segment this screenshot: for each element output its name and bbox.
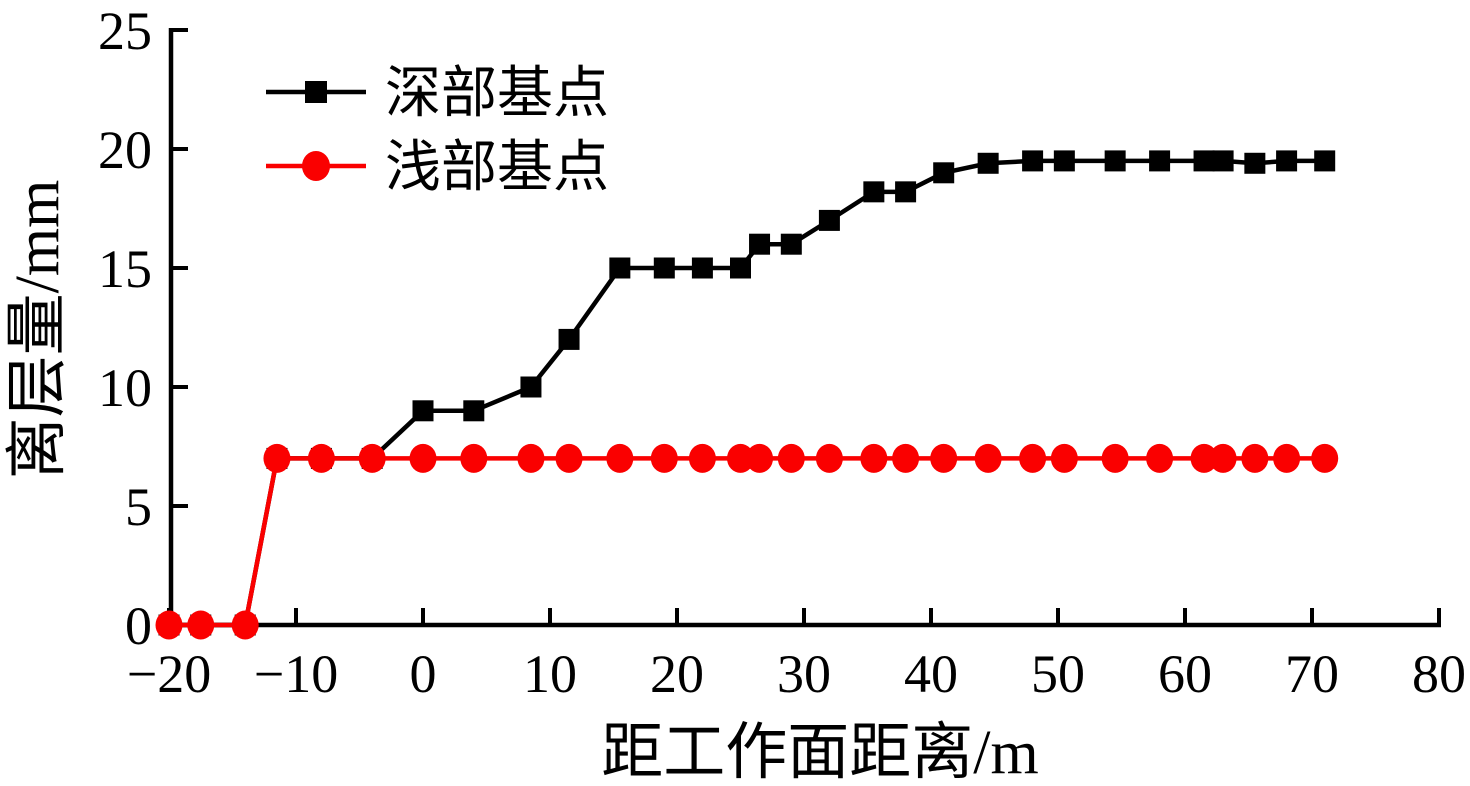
data-point-marker-square xyxy=(977,152,999,174)
data-point-marker-square xyxy=(863,181,885,203)
data-point-marker-circle xyxy=(460,443,488,473)
data-point-marker-square xyxy=(1212,150,1234,172)
x-tick-label: 0 xyxy=(410,644,437,704)
data-point-marker-circle xyxy=(155,610,183,640)
legend-label: 深部基点 xyxy=(385,63,609,125)
y-tick-label: 25 xyxy=(98,1,152,61)
data-point-marker-square xyxy=(780,233,802,255)
data-point-marker-square xyxy=(895,181,917,203)
data-point-marker-circle xyxy=(1241,443,1269,473)
data-point-marker-square xyxy=(609,257,631,279)
data-point-marker-square xyxy=(1193,150,1215,172)
data-point-marker-circle xyxy=(1050,443,1078,473)
data-point-marker-circle xyxy=(727,443,754,473)
data-point-marker-circle xyxy=(263,443,291,473)
data-point-marker-circle xyxy=(746,443,774,473)
x-tick-label: 50 xyxy=(1031,644,1085,704)
y-tick-label: 5 xyxy=(125,477,152,537)
data-point-marker-square xyxy=(463,400,485,422)
x-tick-label: 10 xyxy=(523,644,577,704)
x-tick-label: 30 xyxy=(777,644,831,704)
legend-entry: 浅部基点 xyxy=(266,137,609,199)
data-point-marker-square xyxy=(412,400,434,422)
y-axis-title: 离层量/mm xyxy=(4,180,72,480)
data-point-marker-circle xyxy=(555,443,583,473)
series-line-deep xyxy=(169,158,1325,628)
legend-label: 浅部基点 xyxy=(385,137,609,199)
data-point-marker-square xyxy=(749,233,771,255)
data-point-marker-square xyxy=(1314,150,1336,172)
x-tick-label: −10 xyxy=(254,644,338,704)
x-tick-label: −20 xyxy=(127,644,211,704)
data-point-marker-square xyxy=(520,376,542,398)
data-point-marker-circle xyxy=(409,443,437,473)
data-point-marker-circle xyxy=(307,443,335,473)
data-point-marker-circle xyxy=(1019,443,1047,473)
data-point-marker-circle xyxy=(892,443,920,473)
x-tick-label: 40 xyxy=(904,644,958,704)
y-tick-label: 20 xyxy=(98,120,152,180)
data-point-marker-square xyxy=(818,209,840,231)
data-point-marker-square xyxy=(1022,150,1044,172)
data-point-marker-square xyxy=(691,257,713,279)
data-point-marker-square xyxy=(1276,150,1298,172)
data-point-marker-circle xyxy=(1146,443,1174,473)
data-point-marker-square xyxy=(653,257,675,279)
data-point-marker-circle xyxy=(1101,443,1129,473)
x-tick-label: 20 xyxy=(650,644,704,704)
data-point-marker-square xyxy=(1149,150,1171,172)
data-point-marker-circle xyxy=(1273,443,1301,473)
data-point-marker-circle xyxy=(358,443,386,473)
data-point-marker-circle xyxy=(860,443,888,473)
data-point-marker-circle xyxy=(815,443,843,473)
data-point-marker-circle xyxy=(777,443,805,473)
data-point-marker-square xyxy=(1053,150,1075,172)
data-point-marker-circle xyxy=(1209,443,1237,473)
data-point-marker-circle xyxy=(231,610,259,640)
data-point-marker-square xyxy=(1244,152,1266,174)
x-tick-label: 60 xyxy=(1158,644,1212,704)
data-point-marker-square xyxy=(730,257,751,279)
data-point-marker-circle xyxy=(1311,443,1339,473)
data-point-marker-circle xyxy=(517,443,545,473)
data-point-marker-circle xyxy=(1190,443,1218,473)
y-tick-label: 15 xyxy=(98,239,152,299)
legend-entry: 深部基点 xyxy=(266,63,609,125)
series-line-shallow xyxy=(169,456,1325,628)
data-point-marker-circle xyxy=(187,610,215,640)
data-point-marker-square xyxy=(933,162,955,184)
data-point-marker-square xyxy=(1104,150,1126,172)
y-tick-label: 10 xyxy=(98,358,152,418)
legend-marker-square xyxy=(305,81,327,103)
data-point-marker-square xyxy=(558,328,580,350)
data-point-marker-circle xyxy=(650,443,678,473)
data-point-marker-circle xyxy=(688,443,716,473)
x-tick-label: 80 xyxy=(1412,644,1466,704)
y-tick-label: 0 xyxy=(125,596,152,656)
x-axis-title: 距工作面距离/m xyxy=(601,719,1038,786)
data-point-marker-circle xyxy=(930,443,958,473)
x-tick-label: 70 xyxy=(1285,644,1339,704)
legend-marker-circle xyxy=(302,151,330,181)
data-point-marker-circle xyxy=(974,443,1002,473)
data-point-marker-circle xyxy=(606,443,634,473)
